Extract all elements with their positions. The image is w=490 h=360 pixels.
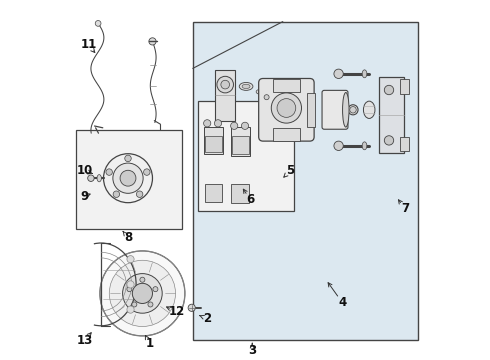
FancyBboxPatch shape bbox=[259, 78, 314, 141]
Bar bbox=[232, 136, 248, 154]
Bar bbox=[204, 127, 223, 154]
Circle shape bbox=[113, 191, 120, 197]
Circle shape bbox=[127, 287, 132, 292]
Circle shape bbox=[188, 304, 196, 311]
Bar bbox=[400, 137, 409, 151]
Circle shape bbox=[384, 136, 393, 145]
Ellipse shape bbox=[242, 84, 250, 89]
Bar bbox=[193, 22, 418, 340]
Circle shape bbox=[132, 302, 137, 307]
Circle shape bbox=[127, 306, 134, 313]
Circle shape bbox=[132, 283, 152, 303]
Circle shape bbox=[148, 302, 153, 307]
Circle shape bbox=[109, 260, 175, 327]
Text: 10: 10 bbox=[76, 165, 93, 177]
Bar bbox=[273, 128, 300, 141]
Ellipse shape bbox=[256, 90, 263, 94]
Circle shape bbox=[334, 141, 343, 150]
Ellipse shape bbox=[362, 142, 367, 150]
Text: 9: 9 bbox=[81, 190, 89, 203]
Circle shape bbox=[271, 93, 301, 123]
Circle shape bbox=[122, 274, 162, 313]
Ellipse shape bbox=[343, 93, 349, 127]
Circle shape bbox=[215, 120, 221, 127]
Circle shape bbox=[106, 169, 112, 175]
Circle shape bbox=[217, 76, 233, 93]
Text: 5: 5 bbox=[286, 165, 294, 177]
Bar bbox=[215, 70, 235, 121]
Circle shape bbox=[95, 21, 101, 26]
Circle shape bbox=[231, 122, 238, 129]
Text: 12: 12 bbox=[169, 305, 185, 318]
Circle shape bbox=[242, 122, 248, 129]
Circle shape bbox=[127, 256, 134, 263]
Text: 6: 6 bbox=[246, 193, 254, 206]
Circle shape bbox=[204, 120, 211, 127]
Circle shape bbox=[103, 154, 152, 203]
Ellipse shape bbox=[97, 175, 101, 182]
Bar bbox=[205, 136, 221, 152]
Ellipse shape bbox=[239, 82, 253, 90]
FancyBboxPatch shape bbox=[322, 90, 348, 129]
Bar bbox=[198, 101, 294, 211]
Circle shape bbox=[127, 281, 134, 288]
Bar bbox=[400, 79, 409, 94]
Bar bbox=[307, 93, 315, 127]
Ellipse shape bbox=[364, 101, 375, 118]
Text: 2: 2 bbox=[203, 312, 211, 325]
Text: 7: 7 bbox=[401, 202, 409, 215]
Bar bbox=[231, 127, 250, 156]
Circle shape bbox=[277, 99, 296, 117]
Circle shape bbox=[384, 85, 393, 95]
Text: 8: 8 bbox=[124, 231, 132, 244]
Ellipse shape bbox=[348, 105, 358, 115]
Circle shape bbox=[264, 95, 269, 100]
Circle shape bbox=[100, 251, 185, 336]
Text: 4: 4 bbox=[338, 296, 346, 309]
Circle shape bbox=[221, 80, 229, 89]
Bar bbox=[205, 184, 221, 202]
Text: 1: 1 bbox=[146, 337, 154, 350]
Ellipse shape bbox=[350, 107, 356, 113]
Circle shape bbox=[144, 169, 150, 175]
Bar bbox=[379, 77, 404, 153]
Bar bbox=[76, 130, 182, 229]
Text: 13: 13 bbox=[76, 334, 93, 347]
Circle shape bbox=[113, 163, 143, 193]
Circle shape bbox=[120, 170, 136, 186]
Circle shape bbox=[334, 69, 343, 78]
Circle shape bbox=[140, 277, 145, 282]
Circle shape bbox=[149, 38, 156, 45]
Circle shape bbox=[153, 287, 158, 292]
Circle shape bbox=[125, 155, 131, 162]
Circle shape bbox=[136, 191, 143, 197]
Bar bbox=[273, 79, 300, 92]
Circle shape bbox=[88, 175, 94, 181]
Ellipse shape bbox=[362, 70, 367, 78]
Bar bbox=[231, 184, 248, 203]
Text: 3: 3 bbox=[248, 345, 256, 357]
Text: 11: 11 bbox=[80, 39, 97, 51]
